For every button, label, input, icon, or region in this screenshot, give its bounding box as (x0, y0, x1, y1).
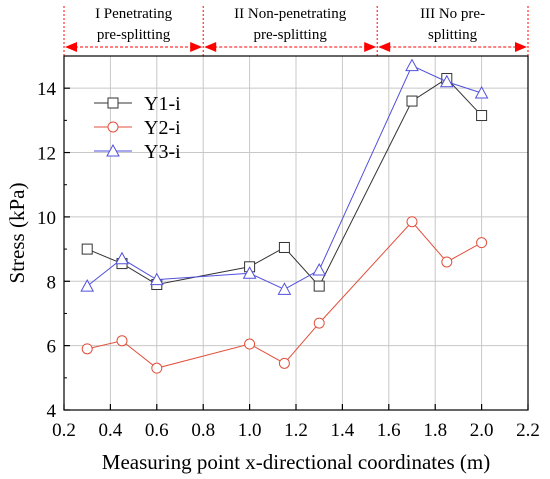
zone-label: II Non-penetrating (234, 6, 347, 22)
y-tick-label: 14 (37, 79, 57, 100)
zone-arrow-left (204, 42, 217, 52)
data-point-triangle (439, 74, 454, 88)
y-tick-label: 6 (47, 337, 57, 358)
y-tick-label: 10 (37, 208, 56, 229)
zone-group: II Non-penetrating pre-splitting (204, 6, 377, 52)
data-point-triangle (242, 266, 257, 279)
legend: Y1-iY2-iY3-i (94, 93, 181, 163)
data-point-square (313, 280, 325, 292)
x-tick-label: 1.4 (331, 420, 355, 441)
x-tick-label: 1.8 (423, 420, 447, 441)
zone-arrow-left (378, 42, 391, 52)
data-point-circle (313, 317, 325, 329)
x-tick-label: 1.2 (284, 420, 308, 441)
legend-item: Y3-i (94, 141, 181, 163)
y-tick-label: 12 (37, 144, 56, 165)
x-tick-label: 2.0 (470, 420, 494, 441)
series-y1-i (81, 73, 488, 292)
x-tick-label: 0.2 (52, 420, 76, 441)
x-tick-label: 1.0 (238, 420, 262, 441)
data-point-square (278, 241, 290, 253)
zone-arrow-right (190, 42, 203, 52)
data-point-triangle (80, 279, 95, 292)
legend-label: Y3-i (144, 141, 181, 163)
data-point-triangle (277, 282, 292, 295)
y-axis-title: Stress (kPa) (5, 183, 29, 284)
y-tick-label: 8 (47, 272, 57, 293)
zone-label: III No pre- (420, 6, 485, 22)
x-tick-label: 0.4 (99, 420, 123, 441)
series-y2-i (81, 216, 488, 374)
zone-label: pre-splitting (254, 27, 328, 43)
data-series (80, 58, 489, 374)
data-point-square (476, 110, 488, 122)
data-point-square (81, 243, 93, 255)
series-y3-i (80, 58, 489, 295)
zone-label: pre-splitting (97, 27, 171, 43)
zone-arrow-right (364, 42, 377, 52)
data-point-circle (278, 357, 290, 369)
x-axis-title: Measuring point x-directional coordinate… (102, 450, 490, 474)
data-point-triangle (474, 85, 489, 99)
zone-group: III No pre-splitting (378, 6, 527, 52)
data-point-circle (476, 237, 488, 249)
x-tick-label: 0.6 (145, 420, 169, 441)
legend-item: Y2-i (94, 117, 181, 139)
zone-arrow-right (515, 42, 527, 52)
data-point-circle (151, 362, 163, 374)
y-tick-label: 4 (47, 401, 57, 422)
data-point-triangle (405, 58, 419, 72)
data-point-circle (406, 216, 418, 228)
data-point-triangle (149, 272, 164, 286)
axis-ticks: 0.2 0.4 0.6 0.8 1.0 1.2 1.4 1.6 1.8 2.0 2.2 4 6 8 10 12… (37, 79, 540, 441)
data-point-circle (244, 338, 256, 350)
legend-label: Y2-i (144, 117, 181, 139)
zone-arrow-left (65, 42, 77, 52)
data-point-square (406, 95, 418, 107)
x-tick-label: 1.6 (377, 420, 401, 441)
grid-lines (63, 56, 529, 411)
data-point-square (107, 97, 119, 109)
zone-label: splitting (428, 27, 478, 43)
data-point-circle (441, 256, 453, 268)
data-point-circle (81, 343, 93, 355)
x-tick-label: 2.2 (516, 420, 540, 441)
data-point-circle (107, 121, 119, 133)
zone-group: I Penetrating pre-splitting (65, 6, 203, 52)
data-point-triangle (312, 262, 327, 276)
data-point-circle (116, 335, 128, 347)
x-tick-label: 0.8 (191, 420, 215, 441)
legend-label: Y1-i (144, 93, 181, 115)
data-point-triangle (115, 251, 129, 265)
data-point-triangle (106, 143, 120, 157)
zone-label: I Penetrating (95, 6, 173, 22)
legend-item: Y1-i (94, 93, 181, 115)
